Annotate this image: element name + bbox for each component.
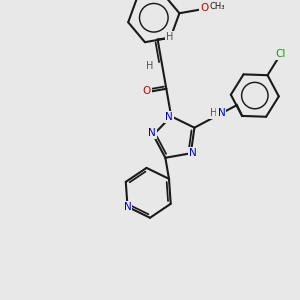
Text: H: H xyxy=(210,109,217,118)
Text: N: N xyxy=(124,202,131,212)
Text: O: O xyxy=(142,86,151,96)
Text: N: N xyxy=(189,148,197,158)
Text: H: H xyxy=(146,61,154,71)
Text: N: N xyxy=(218,109,225,118)
Text: N: N xyxy=(165,112,173,122)
Text: O: O xyxy=(200,3,208,13)
Text: H: H xyxy=(166,32,173,42)
Text: CH₃: CH₃ xyxy=(209,2,225,11)
Text: Cl: Cl xyxy=(276,49,286,59)
Text: N: N xyxy=(148,128,156,138)
